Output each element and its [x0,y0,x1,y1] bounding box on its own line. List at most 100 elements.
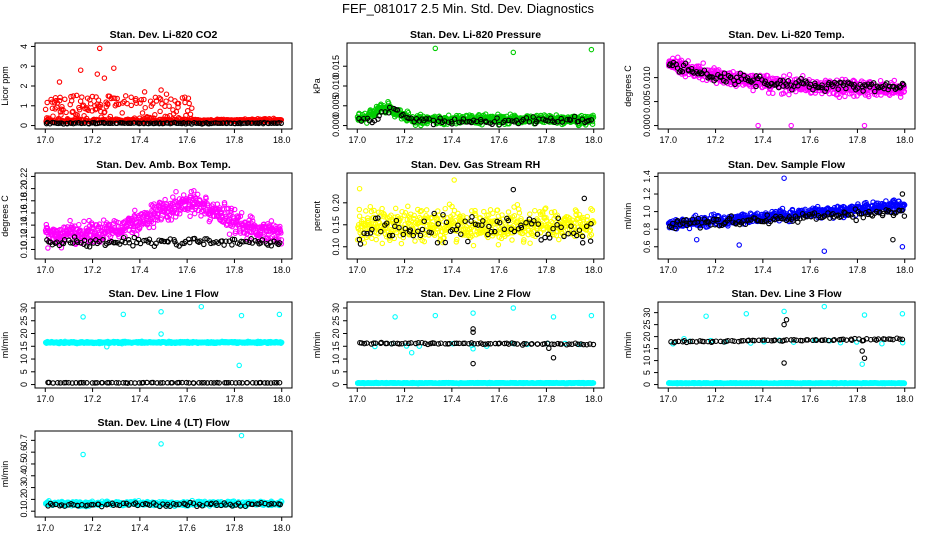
data-point [236,362,242,369]
data-point [455,222,461,229]
data-point [897,207,903,214]
data-point [746,217,752,223]
y-tick-label: 0 [331,382,341,387]
y-tick-label: 0.15 [331,216,341,234]
data-point [356,110,362,117]
data-point [173,108,180,115]
data-point [120,234,127,241]
data-point [249,380,256,386]
y-tick-label: 0.10 [331,238,341,256]
x-tick-label: 17.6 [490,265,508,275]
data-point [555,215,561,221]
data-point [516,210,523,216]
x-tick-label: 17.4 [443,265,461,275]
data-point [176,379,182,386]
data-point [397,215,404,222]
data-point [217,120,223,127]
data-point [63,379,69,386]
data-point [556,236,562,243]
y-axis-label: Licor ppm [0,66,10,106]
data-point [89,225,95,231]
data-point [835,86,841,92]
data-point [175,104,181,110]
data-point [755,122,761,129]
data-point [122,93,129,99]
data-point [69,380,76,386]
y-axis-label: ml/min [623,203,633,230]
data-point [470,117,477,124]
data-point [543,214,549,221]
data-point [819,82,825,88]
data-point [554,222,560,228]
data-point [901,202,908,208]
y-tick-label: 20 [331,329,341,339]
y-tick-label: 15 [331,341,341,351]
data-point [174,210,180,217]
data-point [468,208,475,214]
data-point [406,115,412,122]
data-point [157,120,163,126]
data-point [808,213,814,220]
x-tick-label: 17.0 [37,394,55,404]
panel-title: Stan. Dev. Li-820 CO2 [110,29,218,41]
data-point [67,240,74,246]
data-point [802,206,808,213]
data-point [89,108,95,114]
data-point [204,380,211,386]
data-point [276,379,283,386]
data-point [442,205,448,212]
panel-title: Stan. Dev. Li-820 Temp. [728,29,844,41]
data-point [357,241,364,247]
data-point [208,240,214,247]
data-point [60,121,67,127]
data-point [252,238,259,244]
data-point [150,101,156,107]
plot-frame [657,172,916,260]
data-point [588,221,594,227]
data-point [408,211,414,217]
data-point [484,212,490,218]
data-point [514,201,521,208]
data-point [423,116,429,122]
data-point [227,212,233,219]
data-point [567,117,574,123]
data-point [81,113,87,119]
x-tick-label: 17.6 [178,394,196,404]
y-tick-label: 0 [19,123,29,128]
plot-area [42,303,285,386]
data-point [518,222,524,229]
data-point [357,227,364,233]
panel-li820-temp: Stan. Dev. Li-820 Temp.degrees C17.0 17.2… [623,29,916,145]
data-point [113,101,120,107]
x-tick-label: 18.0 [273,394,291,404]
panel-title: Stan. Dev. Line 1 Flow [108,288,219,300]
data-point [542,117,549,124]
data-point [775,84,782,91]
data-point [73,92,80,99]
data-point [74,239,81,246]
data-point [63,109,69,116]
data-point [679,220,686,227]
y-tick-label: 0.12 [19,229,29,247]
data-point [137,120,143,127]
data-point [78,120,85,127]
data-point [81,218,87,225]
data-point [901,213,908,219]
data-point [211,120,217,126]
data-point [417,232,424,239]
data-point [42,106,49,113]
data-point [713,216,719,223]
data-point [44,119,51,126]
data-point [750,87,756,94]
data-point [781,175,787,181]
data-point [175,100,182,107]
data-point [505,117,512,124]
data-point [225,379,232,386]
data-point [419,226,426,233]
data-point [852,206,859,212]
data-point [201,379,207,386]
data-point [367,203,374,210]
data-point [470,242,477,249]
data-point [152,112,158,118]
